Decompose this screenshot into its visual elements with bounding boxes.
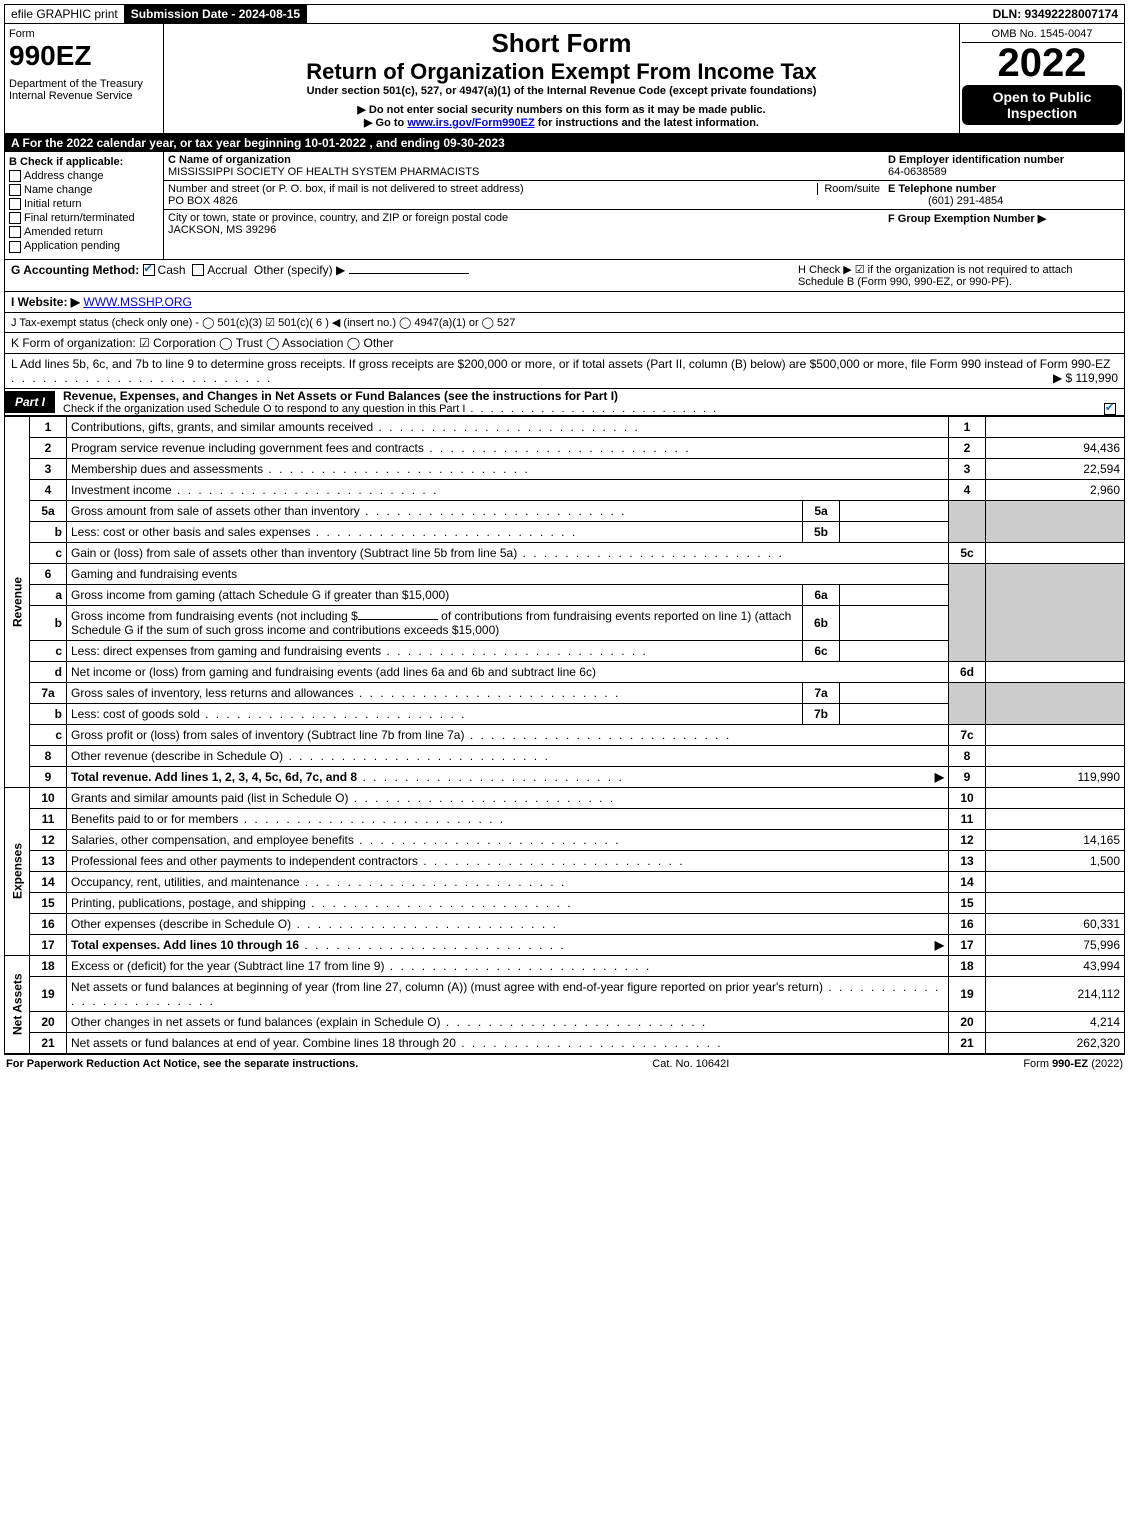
header-center: Short Form Return of Organization Exempt…: [164, 24, 960, 133]
lines-table: Revenue 1 Contributions, gifts, grants, …: [4, 416, 1125, 1054]
amt-19: 214,112: [986, 976, 1125, 1011]
row-h: H Check ▶ ☑ if the organization is not r…: [798, 263, 1118, 288]
vlabel-revenue: Revenue: [5, 416, 30, 787]
org-name: MISSISSIPPI SOCIETY OF HEALTH SYSTEM PHA…: [168, 166, 479, 178]
c-street-block: Number and street (or P. O. box, if mail…: [164, 181, 884, 210]
short-form-title: Short Form: [168, 28, 955, 59]
col-c: C Name of organization MISSISSIPPI SOCIE…: [164, 152, 884, 259]
chk-name[interactable]: Name change: [9, 184, 159, 196]
part1-title: Revenue, Expenses, and Changes in Net As…: [55, 389, 1124, 403]
gross-receipts: ▶ $ 119,990: [1053, 371, 1118, 385]
info-block: B Check if applicable: Address change Na…: [4, 152, 1125, 260]
amt-12: 14,165: [986, 829, 1125, 850]
header-right: OMB No. 1545-0047 2022 Open to Public In…: [960, 24, 1124, 133]
row-g-h: G Accounting Method: Cash Accrual Other …: [4, 260, 1125, 292]
row-g: G Accounting Method: Cash Accrual Other …: [11, 263, 798, 288]
vlabel-netassets: Net Assets: [5, 955, 30, 1053]
under-section: Under section 501(c), 527, or 4947(a)(1)…: [168, 85, 955, 97]
dept-line1: Department of the Treasury: [9, 78, 159, 90]
phone: (601) 291-4854: [888, 195, 1003, 207]
goto-line: ▶ Go to www.irs.gov/Form990EZ for instru…: [168, 116, 955, 129]
amt-17: 75,996: [986, 934, 1125, 955]
header-left: Form 990EZ Department of the Treasury In…: [5, 24, 164, 133]
amt-13: 1,500: [986, 850, 1125, 871]
row-k: K Form of organization: ☑ Corporation ◯ …: [4, 333, 1125, 354]
chk-pending[interactable]: Application pending: [9, 240, 159, 252]
return-title: Return of Organization Exempt From Incom…: [168, 59, 955, 85]
d-ein-block: D Employer identification number 64-0638…: [884, 152, 1124, 181]
amt-9: 119,990: [986, 766, 1125, 787]
chk-final[interactable]: Final return/terminated: [9, 212, 159, 224]
row-l: L Add lines 5b, 6c, and 7b to line 9 to …: [4, 354, 1125, 389]
dept-line2: Internal Revenue Service: [9, 90, 159, 102]
submission-date: Submission Date - 2024-08-15: [125, 5, 307, 23]
section-a: A For the 2022 calendar year, or tax yea…: [4, 134, 1125, 152]
form-word: Form: [9, 28, 159, 40]
c-city-block: City or town, state or province, country…: [164, 210, 884, 238]
dln: DLN: 93492228007174: [987, 5, 1124, 23]
form-number: 990EZ: [9, 40, 159, 72]
row-i: I Website: ▶ WWW.MSSHP.ORG: [4, 292, 1125, 313]
top-bar: efile GRAPHIC print Submission Date - 20…: [4, 4, 1125, 24]
col-b: B Check if applicable: Address change Na…: [5, 152, 164, 259]
chk-schedule-o[interactable]: [1104, 403, 1116, 415]
row-j: J Tax-exempt status (check only one) - ◯…: [4, 313, 1125, 333]
amt-18: 43,994: [986, 955, 1125, 976]
amt-4: 2,960: [986, 479, 1125, 500]
part1-sub: Check if the organization used Schedule …: [55, 403, 1124, 415]
website-link[interactable]: WWW.MSSHP.ORG: [83, 295, 191, 309]
f-group-block: F Group Exemption Number ▶: [884, 210, 1124, 227]
vlabel-expenses: Expenses: [5, 787, 30, 955]
ein: 64-0638589: [888, 166, 947, 178]
footer-mid: Cat. No. 10642I: [652, 1058, 729, 1070]
street: PO BOX 4826: [168, 195, 238, 207]
amt-16: 60,331: [986, 913, 1125, 934]
efile-label: efile GRAPHIC print: [5, 5, 125, 23]
irs-link[interactable]: www.irs.gov/Form990EZ: [407, 117, 534, 129]
footer-right: Form 990-EZ (2022): [1023, 1058, 1123, 1070]
footer-left: For Paperwork Reduction Act Notice, see …: [6, 1058, 358, 1070]
footer: For Paperwork Reduction Act Notice, see …: [4, 1054, 1125, 1073]
amt-21: 262,320: [986, 1032, 1125, 1053]
chk-amended[interactable]: Amended return: [9, 226, 159, 238]
amt-2: 94,436: [986, 437, 1125, 458]
c-name-block: C Name of organization MISSISSIPPI SOCIE…: [164, 152, 884, 181]
chk-initial[interactable]: Initial return: [9, 198, 159, 210]
chk-accrual[interactable]: [192, 264, 204, 276]
chk-address[interactable]: Address change: [9, 170, 159, 182]
chk-cash[interactable]: [143, 264, 155, 276]
part1-header: Part I Revenue, Expenses, and Changes in…: [4, 389, 1125, 416]
part1-label: Part I: [5, 391, 55, 413]
open-inspection: Open to Public Inspection: [962, 85, 1122, 125]
amt-3: 22,594: [986, 458, 1125, 479]
tax-year: 2022: [962, 43, 1122, 83]
amt-20: 4,214: [986, 1011, 1125, 1032]
city: JACKSON, MS 39296: [168, 224, 276, 236]
form-header: Form 990EZ Department of the Treasury In…: [4, 24, 1125, 134]
b-title: B Check if applicable:: [9, 156, 159, 168]
e-phone-block: E Telephone number (601) 291-4854: [884, 181, 1124, 210]
col-d: D Employer identification number 64-0638…: [884, 152, 1124, 259]
do-not-enter: ▶ Do not enter social security numbers o…: [168, 103, 955, 116]
